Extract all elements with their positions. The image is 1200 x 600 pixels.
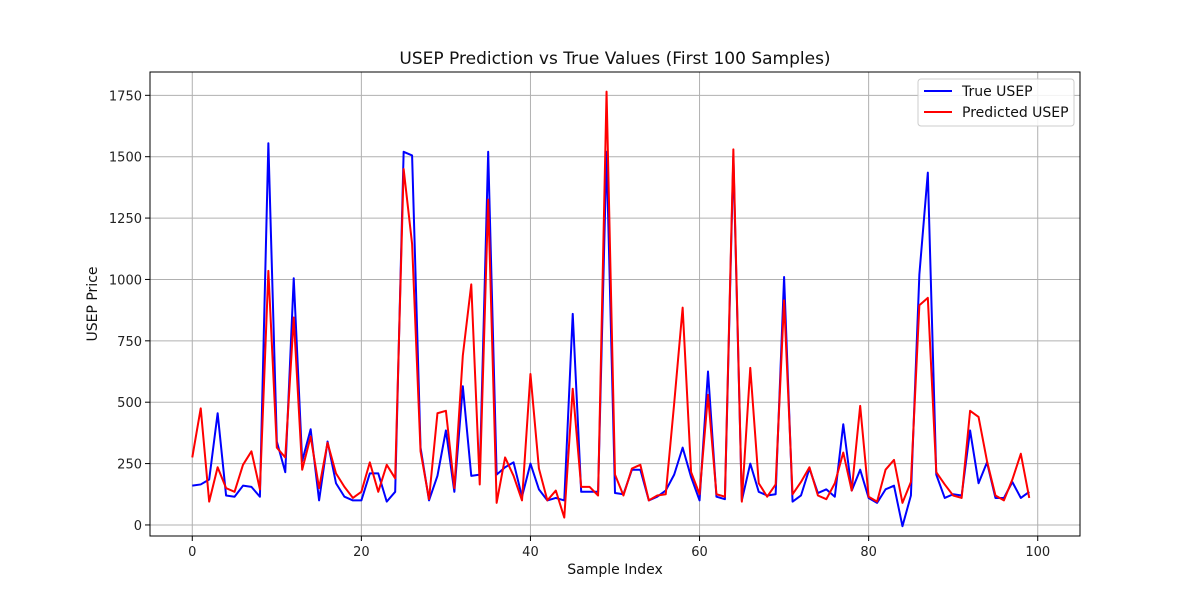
y-tick-label: 1500: [109, 151, 142, 166]
y-tick-label: 750: [117, 335, 142, 350]
y-tick-label: 250: [117, 458, 142, 473]
grid: [150, 72, 1080, 536]
legend-label-predicted-usep: Predicted USEP: [962, 105, 1069, 121]
x-tick-label: 40: [522, 545, 539, 560]
chart-title: USEP Prediction vs True Values (First 10…: [399, 49, 830, 69]
plot-frame: [149, 71, 1081, 537]
x-tick-label: 0: [188, 545, 196, 560]
legend: True USEP Predicted USEP: [917, 78, 1075, 127]
legend-label-true-usep: True USEP: [961, 84, 1033, 100]
x-tick-label: 20: [353, 545, 370, 560]
x-tick-label: 100: [1025, 545, 1050, 560]
x-tick-label: 60: [691, 545, 708, 560]
series-layer: [191, 90, 1031, 528]
legend-box: [917, 78, 1075, 127]
x-axis-label: Sample Index: [567, 562, 662, 578]
y-tick-label: 1250: [109, 212, 142, 227]
y-tick-label: 500: [117, 396, 142, 411]
y-axis-label: USEP Price: [85, 266, 101, 341]
y-tick-label: 1000: [109, 273, 142, 288]
y-tick-label: 0: [134, 519, 142, 534]
x-tick-label: 80: [860, 545, 877, 560]
predicted-usep-line: [191, 90, 1031, 519]
y-tick-label: 1750: [109, 89, 142, 104]
